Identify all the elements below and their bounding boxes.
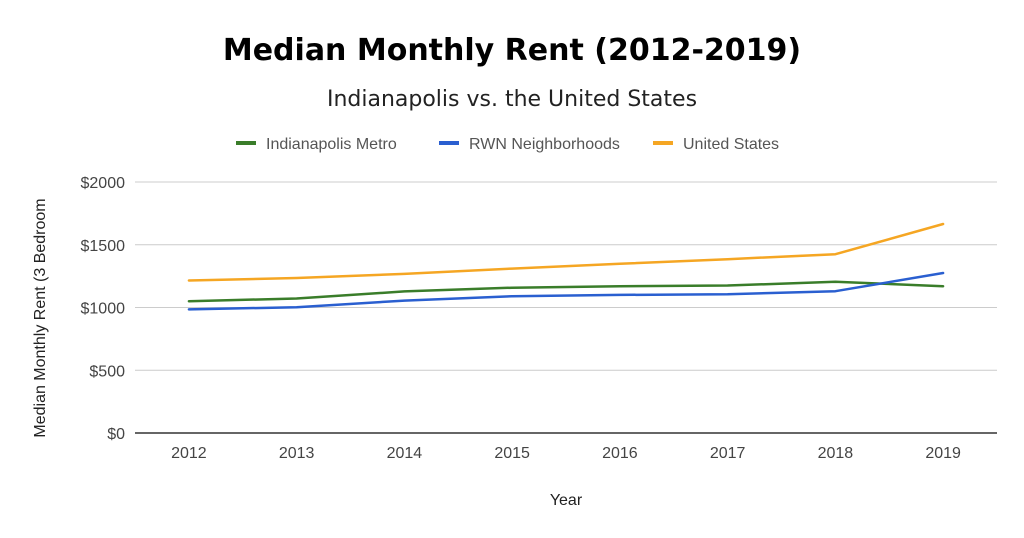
x-tick-label: 2014 [387, 445, 423, 462]
legend-label-rwn-neighborhoods: RWN Neighborhoods [469, 136, 620, 153]
chart-title: Median Monthly Rent (2012-2019) [223, 33, 801, 68]
x-tick-label: 2013 [279, 445, 315, 462]
x-axis-label: Year [550, 492, 583, 509]
x-tick-label: 2017 [710, 445, 746, 462]
y-tick-label: $1500 [81, 238, 126, 255]
x-tick-label: 2016 [602, 445, 638, 462]
x-tick-label: 2018 [818, 445, 854, 462]
series-lines [187, 222, 945, 311]
y-tick-label: $0 [107, 426, 125, 443]
x-tick-label: 2019 [925, 445, 961, 462]
gridlines [135, 181, 997, 371]
series-line-united-states [187, 222, 945, 282]
y-tick-label: $500 [89, 363, 125, 380]
series-line-indianapolis-metro [187, 280, 945, 303]
y-tick-label: $1000 [81, 301, 126, 318]
y-axis-label: Median Monthly Rent (3 Bedroom [32, 198, 49, 437]
legend: Indianapolis Metro RWN Neighborhoods Unite… [236, 136, 779, 153]
x-tick-label: 2012 [171, 445, 207, 462]
legend-label-indianapolis-metro: Indianapolis Metro [266, 136, 397, 153]
y-axis-ticks: $0 $500 $1000 $1500 $2000 [81, 175, 126, 443]
series-line-rwn-neighborhoods [187, 271, 945, 311]
x-tick-label: 2015 [494, 445, 530, 462]
chart-subtitle: Indianapolis vs. the United States [327, 87, 697, 112]
y-tick-label: $2000 [81, 175, 126, 192]
x-axis-ticks: 2012 2013 2014 2015 2016 2017 2018 2019 [171, 445, 961, 462]
legend-label-united-states: United States [683, 136, 779, 153]
